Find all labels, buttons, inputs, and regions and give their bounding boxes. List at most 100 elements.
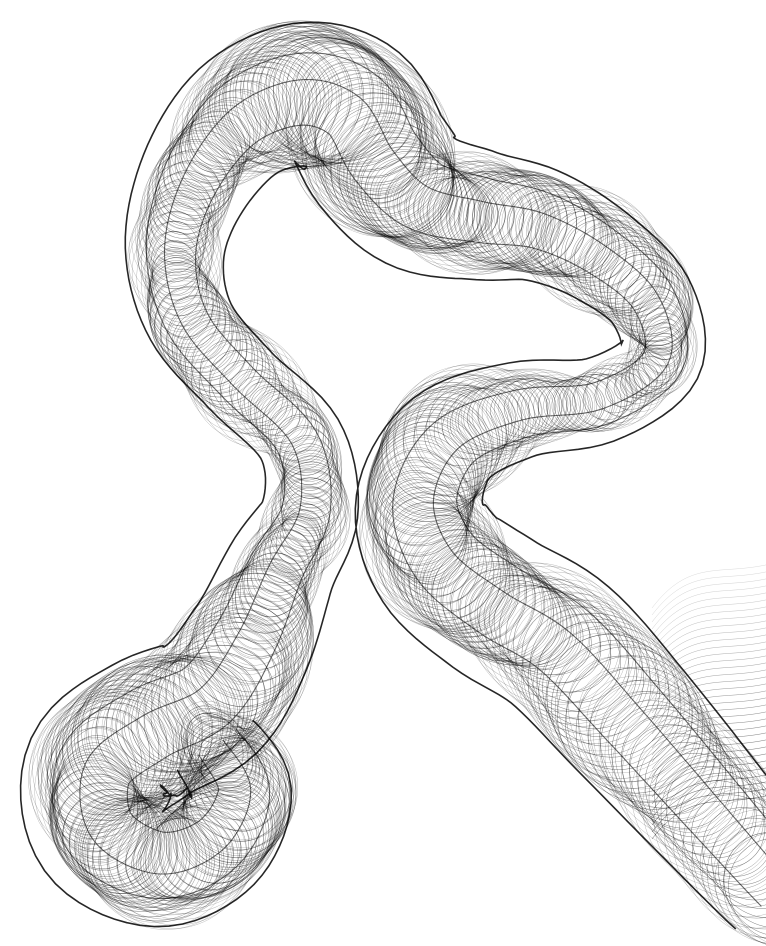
ribbon-ring <box>147 787 273 900</box>
tail-line <box>651 697 766 742</box>
ribbon-ring <box>459 562 601 688</box>
ribbon-ring <box>280 439 342 519</box>
ribbon-ring <box>301 77 451 232</box>
ribbon-ring <box>428 162 545 271</box>
ribbon-ring <box>521 185 653 309</box>
ribbon-ring <box>188 570 312 710</box>
ribbon-ring <box>273 41 418 173</box>
ribbon-ring <box>513 597 637 721</box>
ribbon-ring <box>600 692 726 822</box>
ribbon-ring <box>185 324 283 423</box>
ribbon-ring <box>284 443 336 499</box>
ribbon-ring <box>148 220 202 295</box>
ribbon-ring <box>257 34 402 163</box>
ribbon-ring <box>592 239 670 317</box>
ribbon-ring <box>209 32 351 166</box>
ribbon-ring <box>51 668 210 816</box>
tail-line <box>651 641 766 686</box>
ribbon-ring <box>615 263 692 349</box>
ribbon-ring <box>540 207 634 287</box>
ribbon-ring <box>146 161 224 244</box>
ribbon-ring <box>711 817 766 919</box>
ribbon-ring <box>50 762 153 887</box>
ribbon-ring <box>220 359 303 440</box>
ribbon-ring <box>337 120 455 240</box>
ribbon-ring <box>38 700 162 840</box>
ribbon-ring <box>176 755 285 884</box>
ribbon-ring <box>375 407 487 522</box>
tail-line <box>651 655 766 700</box>
ribbon-ring <box>209 350 284 424</box>
ribbon-ring <box>499 587 621 703</box>
ribbon-ring <box>323 104 453 236</box>
ribbon-ring <box>145 171 220 249</box>
ribbon-ring <box>52 757 147 880</box>
ribbon-ring <box>491 578 629 712</box>
ribbon-ring <box>375 465 472 590</box>
ribbon-ring <box>416 364 540 483</box>
ribbon-ring <box>486 369 589 445</box>
ribbon-ring <box>365 416 477 570</box>
ribbon-ring <box>308 61 421 199</box>
ribbon-ring <box>55 679 193 813</box>
ribbon-ring <box>449 383 539 452</box>
ribbon-ring <box>528 381 584 430</box>
ribbon-ring <box>392 373 520 497</box>
ribbon-ring <box>551 639 693 783</box>
ribbon-ring <box>83 797 211 918</box>
ribbon-ring <box>160 775 279 896</box>
ribbon-ring <box>149 276 231 364</box>
ribbon-ring <box>723 832 766 946</box>
ribbon-ring <box>84 661 242 786</box>
ribbon-ring <box>606 349 672 413</box>
ribbon-ring <box>98 789 248 930</box>
ribbon-ring <box>557 646 703 794</box>
ribbon-ring <box>241 516 326 610</box>
tail-line <box>651 690 766 735</box>
ribbon-ring <box>614 708 745 845</box>
ribbon-ring <box>511 184 637 295</box>
ribbon-ring <box>290 43 426 195</box>
ribbon-edge-line <box>79 78 766 875</box>
ribbon-ring <box>186 740 290 863</box>
ribbon-ring <box>259 29 432 184</box>
tail-line <box>651 585 766 630</box>
ribbon-ring <box>279 426 338 500</box>
ribbon-ring <box>613 369 650 402</box>
ribbon-ring <box>315 92 445 228</box>
ribbon-ring <box>40 692 174 827</box>
ribbon-ring <box>570 220 668 317</box>
ribbon-ring <box>441 368 548 466</box>
ribbon-ring <box>131 195 220 289</box>
ribbon-ring <box>84 795 223 923</box>
ribbon-ring <box>164 584 312 739</box>
ribbon-ring <box>453 169 587 272</box>
ribbon-ring <box>493 585 612 693</box>
ribbon-ring <box>144 611 297 766</box>
ribbon-ring <box>550 210 650 300</box>
ribbon-ring <box>194 568 314 697</box>
ribbon-ring <box>281 437 339 505</box>
ribbon-ring <box>200 339 280 421</box>
ribbon-ring <box>635 318 689 390</box>
ribbon-ring <box>207 39 340 164</box>
ribbon-ring <box>182 759 286 868</box>
ribbon-ring <box>314 88 439 222</box>
ribbon-ring <box>518 195 616 277</box>
ribbon-ring <box>51 774 159 886</box>
ribbon-ring <box>542 628 670 758</box>
ribbon-ring <box>456 563 590 679</box>
ribbon-ring <box>198 730 264 804</box>
ribbon-ring <box>225 535 316 651</box>
ribbon-ring <box>632 326 688 394</box>
ribbon-ring <box>574 365 642 429</box>
ribbon-ring <box>214 559 307 675</box>
ribbon-ring <box>380 470 467 585</box>
ribbon-ring <box>282 496 330 552</box>
tail-line <box>651 767 766 812</box>
ribbon-ring <box>252 508 331 591</box>
ribbon-ring <box>692 797 766 919</box>
ribbon-ring <box>228 528 319 643</box>
ribbon-ring <box>128 619 292 781</box>
ribbon-ring <box>300 62 434 211</box>
